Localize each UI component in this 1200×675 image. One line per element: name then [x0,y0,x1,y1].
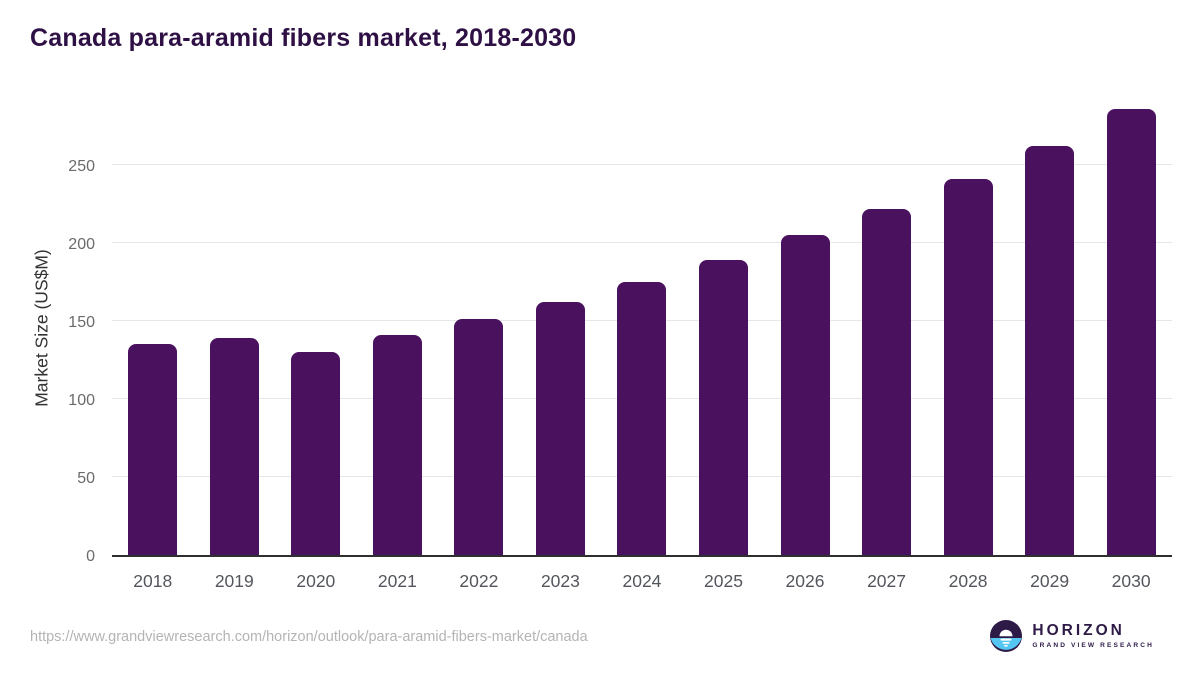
bar-slot-2029 [1009,100,1091,555]
horizon-logo-brand: HORIZON [1032,622,1125,639]
x-label-2020: 2020 [296,571,336,591]
plot-area [112,100,1172,557]
source-url: https://www.grandviewresearch.com/horizo… [30,629,588,645]
y-tick-label-0: 0 [86,548,95,565]
bar-2029 [1025,146,1075,555]
x-label-2030: 2030 [1111,571,1151,591]
x-label-2026: 2026 [785,571,825,591]
bar-2021 [372,335,422,555]
bar-2024 [617,282,667,555]
bar-slot-2021 [357,100,439,555]
bar-slot-2025 [683,100,765,555]
bar-slot-2026 [764,100,846,555]
bar-2028 [943,179,993,555]
bar-2020 [291,352,341,555]
x-axis-labels: 2018 2019 2020 2021 2022 2023 2024 2025 2026 2027… [112,571,1172,592]
bar-slot-2023 [520,100,602,555]
x-label-2019: 2019 [214,571,254,591]
horizon-logo-tagline: GRAND VIEW RESEARCH [1032,642,1154,649]
chart-title: Canada para-aramid fibers market, 2018-2… [30,24,577,52]
y-axis-ticks: 0 50 100 150 200 250 [0,100,104,565]
x-label-2024: 2024 [622,571,662,591]
x-label-2025: 2025 [704,571,743,591]
y-tick-label-150: 150 [68,314,95,332]
horizon-logo: HORIZON GRAND VIEW RESEARCH [990,620,1154,652]
x-label-2021: 2021 [377,571,417,591]
horizon-logo-text: HORIZON GRAND VIEW RESEARCH [1032,622,1154,650]
bar-slot-2024 [601,100,683,555]
gridline-200 [112,242,1172,244]
bar-2025 [698,260,748,555]
y-tick-label-100: 100 [68,392,95,410]
y-tick-label-200: 200 [68,236,95,254]
bar-slot-2018 [112,100,194,555]
y-tick-label-250: 250 [68,158,95,176]
bar-slot-2028 [927,100,1009,555]
x-label-2023: 2023 [540,571,580,591]
bar-slot-2027 [846,100,928,555]
bar-2023 [535,302,585,555]
horizon-logo-icon [990,620,1023,652]
gridline-250 [112,164,1172,166]
bar-slot-2022 [438,100,520,555]
bar-2022 [454,319,504,555]
bar-2019 [209,338,259,555]
bar-slot-2030 [1090,100,1172,555]
x-label-2028: 2028 [948,571,988,591]
x-label-2027: 2027 [867,571,907,591]
x-label-2022: 2022 [459,571,499,591]
x-label-2018: 2018 [133,571,173,591]
bar-2027 [862,208,912,555]
bar-slot-2019 [194,100,276,555]
bar-2030 [1106,108,1156,555]
bar-slot-2020 [275,100,357,555]
bar-2018 [128,344,178,555]
bars-row [112,100,1172,555]
x-label-2029: 2029 [1030,571,1070,591]
bar-2026 [780,235,830,555]
y-tick-label-50: 50 [77,470,95,488]
